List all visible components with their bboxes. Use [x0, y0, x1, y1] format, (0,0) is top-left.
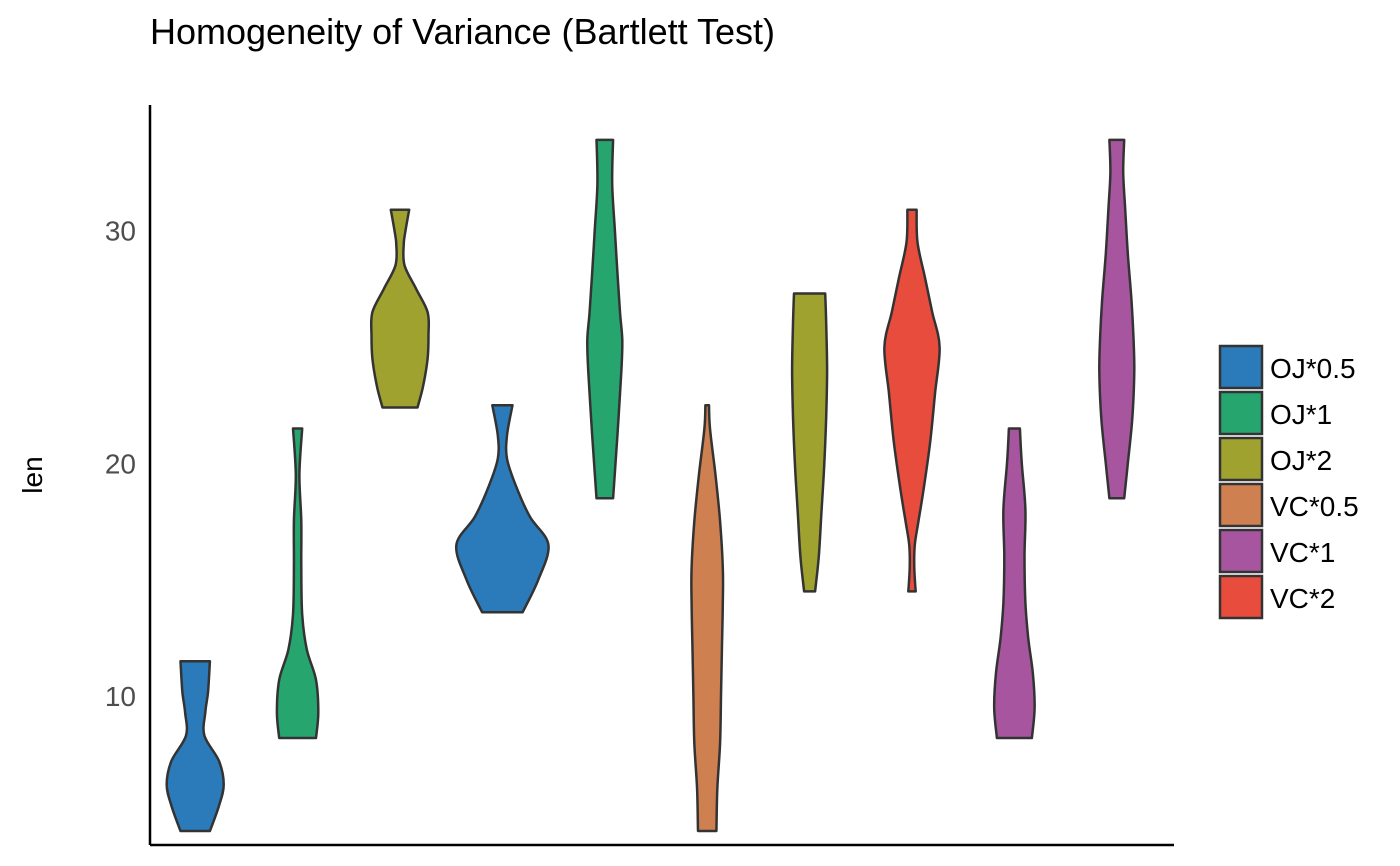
y-axis-label: len: [17, 456, 48, 493]
violin-oj-2: [790, 292, 829, 593]
violin-vc-1: [1098, 138, 1136, 500]
chart-title: Homogeneity of Variance (Bartlett Test): [150, 11, 775, 52]
legend-label: OJ*1: [1270, 399, 1332, 430]
legend-key: [1218, 390, 1264, 436]
legend-key: [1218, 528, 1264, 574]
violin-vc-1: [992, 427, 1036, 740]
legend-key: [1218, 344, 1264, 390]
y-tick-label: 20: [105, 448, 136, 479]
legend-label: VC*0.5: [1270, 491, 1359, 522]
legend-label: OJ*0.5: [1270, 353, 1356, 384]
violins-layer: [165, 138, 1136, 833]
legend-label: VC*2: [1270, 583, 1335, 614]
violin-oj-1: [275, 427, 320, 740]
violin-vc-2: [883, 208, 941, 593]
y-ticks: 10 20 30: [105, 216, 136, 712]
legend-label: OJ*2: [1270, 445, 1332, 476]
axes: [148, 105, 1174, 847]
violin-oj-0_5: [165, 659, 225, 833]
violin-oj-2: [369, 208, 431, 409]
legend-key: [1218, 482, 1264, 528]
violin-oj-1: [586, 138, 624, 500]
legend-key: [1218, 574, 1264, 620]
y-tick-label: 30: [105, 216, 136, 247]
legend-key: [1218, 436, 1264, 482]
legend: OJ*0.5 OJ*1 OJ*2 VC*0.5 VC*1 VC*2: [1218, 344, 1359, 620]
y-tick-label: 10: [105, 681, 136, 712]
violin-vc-0_5: [690, 403, 725, 833]
legend-label: VC*1: [1270, 537, 1335, 568]
violin-oj-0_5: [455, 403, 550, 614]
